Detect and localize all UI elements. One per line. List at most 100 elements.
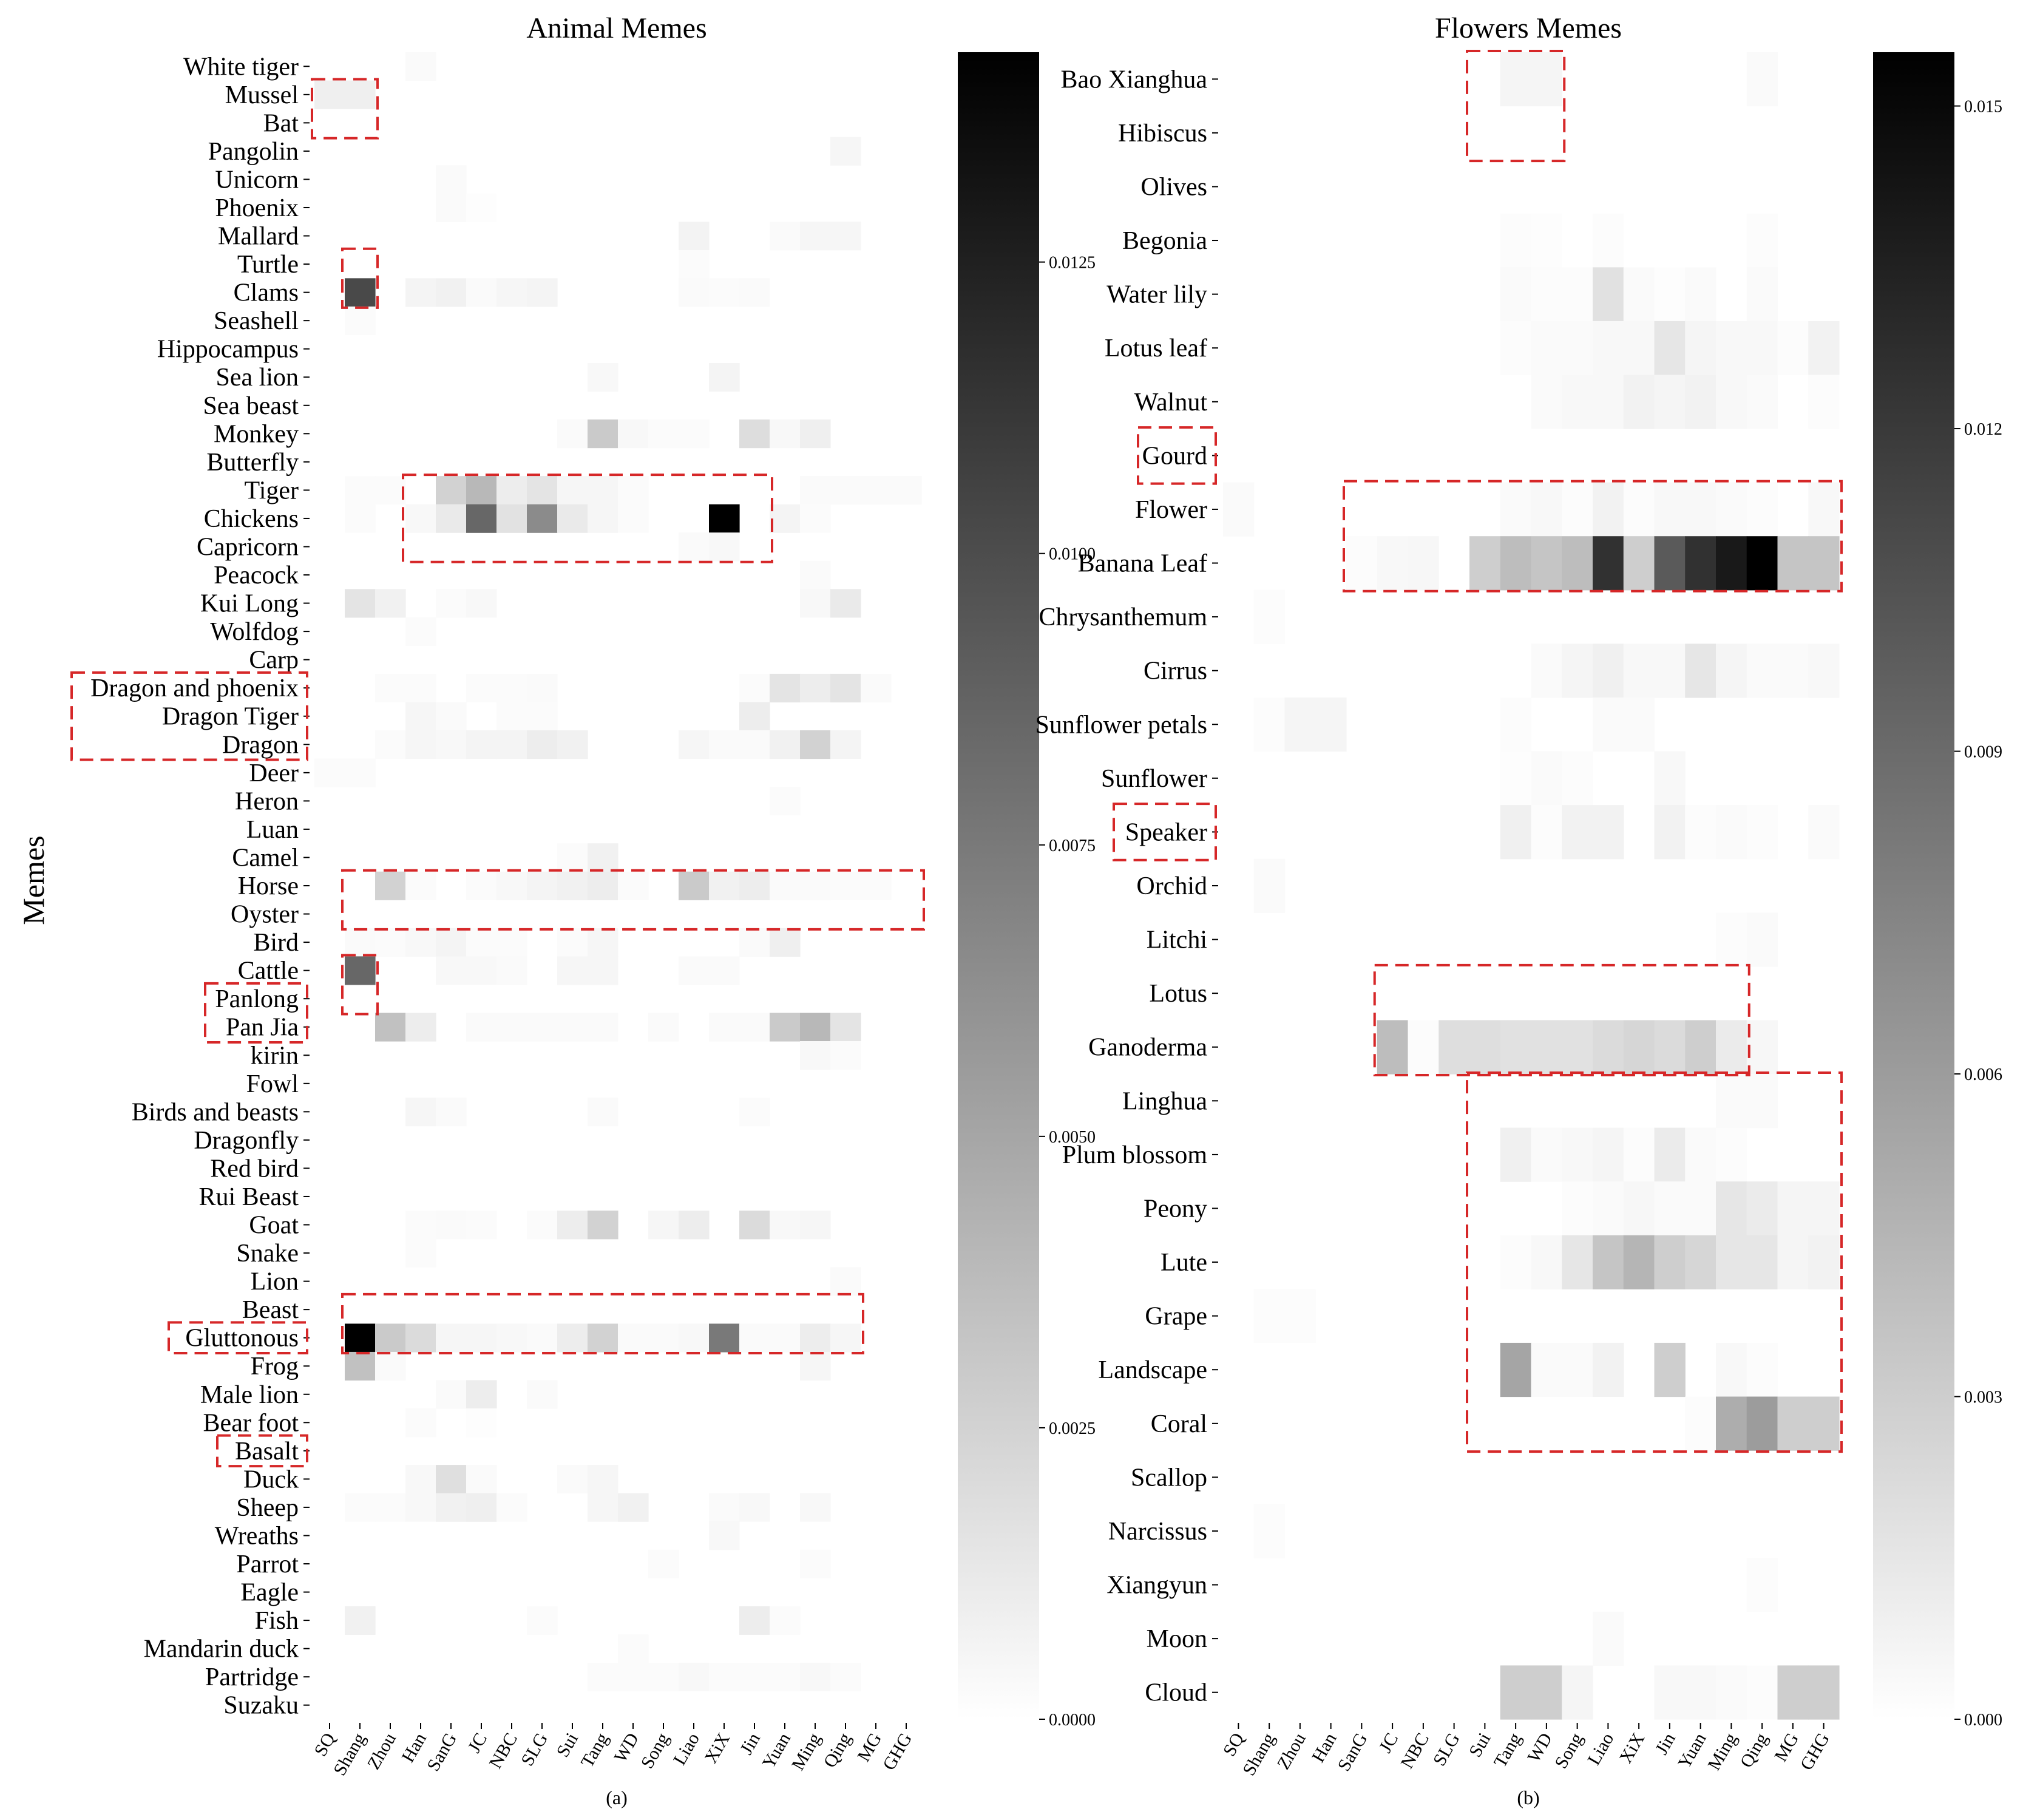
heatmap-cell: [1685, 375, 1716, 429]
highlight-box: [402, 474, 773, 563]
heatmap-cell: [1500, 536, 1532, 591]
heatmap-cell: [800, 1323, 831, 1353]
row-label: Lion: [251, 1268, 299, 1296]
heatmap-cell: [1654, 482, 1686, 537]
heatmap-cell: [1777, 1235, 1809, 1289]
heatmap-cell: [709, 871, 740, 900]
heatmap-cell: [679, 532, 710, 562]
colorbar-tick-label: 0.0050: [1049, 1128, 1096, 1147]
row-label: Orchid: [1136, 872, 1207, 900]
heatmap-cell: [466, 504, 497, 533]
row-label: Clams: [234, 279, 299, 307]
heatmap-cell: [1716, 321, 1747, 376]
heatmap-cell: [1500, 1127, 1532, 1182]
heatmap-cell: [345, 1323, 376, 1353]
heatmap-cell: [588, 362, 618, 392]
heatmap-cell: [466, 928, 497, 957]
row-label: Seashell: [214, 307, 299, 335]
row-label: Phoenix: [215, 194, 299, 222]
row-label: Begonia: [1122, 227, 1207, 255]
heatmap-cell: [1685, 1396, 1716, 1451]
heatmap-cell: [739, 1098, 770, 1127]
heatmap-cell: [436, 730, 467, 759]
heatmap-cell: [588, 1211, 618, 1240]
heatmap-cell: [405, 1323, 436, 1353]
heatmap-cell: [1685, 1665, 1716, 1720]
heatmap-cell: [1654, 1181, 1686, 1236]
heatmap-cell: [800, 673, 831, 703]
heatmap-cell: [648, 1323, 679, 1353]
heatmap-cell: [557, 843, 588, 872]
row-label: Panlong: [215, 985, 299, 1013]
row-label: Peony: [1144, 1195, 1207, 1223]
heatmap-cell: [1685, 321, 1716, 376]
heatmap-cell: [1253, 1504, 1286, 1558]
heatmap-cell: [1808, 482, 1840, 537]
heatmap-cell: [1593, 1235, 1624, 1289]
heatmap-cell: [1593, 697, 1624, 752]
heatmap-cell: [496, 871, 527, 900]
heatmap-cell: [436, 928, 467, 957]
col-label: NBC: [1397, 1730, 1433, 1772]
heatmap-cell: [436, 1465, 467, 1494]
heatmap-cell: [1716, 1342, 1747, 1397]
row-label: Olives: [1140, 173, 1207, 201]
heatmap-cell: [1808, 321, 1840, 376]
heatmap-cell: [1685, 1235, 1716, 1289]
heatmap-cell: [1654, 643, 1686, 698]
heatmap-cell: [1531, 536, 1562, 591]
heatmap-cell: [1346, 536, 1378, 591]
row-label: Snake: [236, 1240, 299, 1268]
row-label: Heron: [235, 787, 299, 815]
heatmap-cell: [618, 419, 649, 449]
heatmap-cell: [739, 1211, 770, 1240]
col-label: Liao: [1584, 1730, 1618, 1768]
heatmap-cell: [770, 1662, 801, 1692]
colorbar-tick-label: 0.0075: [1049, 837, 1096, 855]
heatmap-cell: [1500, 1342, 1532, 1397]
heatmap-cell: [314, 758, 345, 787]
col-label: Sui: [1465, 1730, 1495, 1761]
heatmap-cell: [345, 504, 376, 533]
heatmap-cell: [527, 504, 558, 533]
heatmap-cell: [1654, 1342, 1686, 1397]
heatmap-cell: [1500, 805, 1532, 860]
heatmap-cell: [1315, 697, 1347, 752]
row-label: Chickens: [204, 505, 299, 533]
heatmap-cell: [739, 419, 770, 449]
heatmap-cell: [588, 1662, 618, 1692]
highlight-box: [311, 78, 379, 140]
heatmap-cell: [739, 1013, 770, 1042]
heatmap-cell: [405, 1465, 436, 1494]
heatmap-cell: [770, 673, 801, 703]
heatmap-cell: [1593, 213, 1624, 268]
heatmap-cell: [1716, 1020, 1747, 1075]
col-label: Qing: [1737, 1730, 1772, 1771]
row-label: Cattle: [238, 957, 299, 985]
heatmap-cell: [436, 476, 467, 505]
heatmap-cell: [527, 476, 558, 505]
heatmap-cell: [1593, 1611, 1624, 1666]
row-label: Linghua: [1122, 1087, 1207, 1115]
row-label: Turtle: [237, 251, 299, 279]
heatmap-cell: [496, 476, 527, 505]
heatmap-cell: [770, 1606, 801, 1635]
heatmap-cell: [1746, 912, 1778, 967]
row-label: Water lily: [1106, 281, 1207, 309]
heatmap-cell: [830, 222, 861, 251]
heatmap-cell: [466, 1465, 497, 1494]
heatmap-cell: [436, 165, 467, 194]
heatmap-cell: [1623, 697, 1655, 752]
heatmap-cell: [648, 419, 679, 449]
heatmap-cell: [709, 730, 740, 759]
highlight-box: [1466, 1071, 1843, 1453]
heatmap-cell: [1685, 267, 1716, 322]
heatmap-cell: [466, 1013, 497, 1042]
heatmap-cell: [466, 1380, 497, 1409]
heatmap-cell: [1500, 697, 1532, 752]
heatmap-cell: [466, 1323, 497, 1353]
heatmap-cell: [770, 730, 801, 759]
heatmap-cell: [527, 1211, 558, 1240]
heatmap-cell: [1531, 52, 1562, 107]
row-label: Walnut: [1134, 389, 1208, 416]
